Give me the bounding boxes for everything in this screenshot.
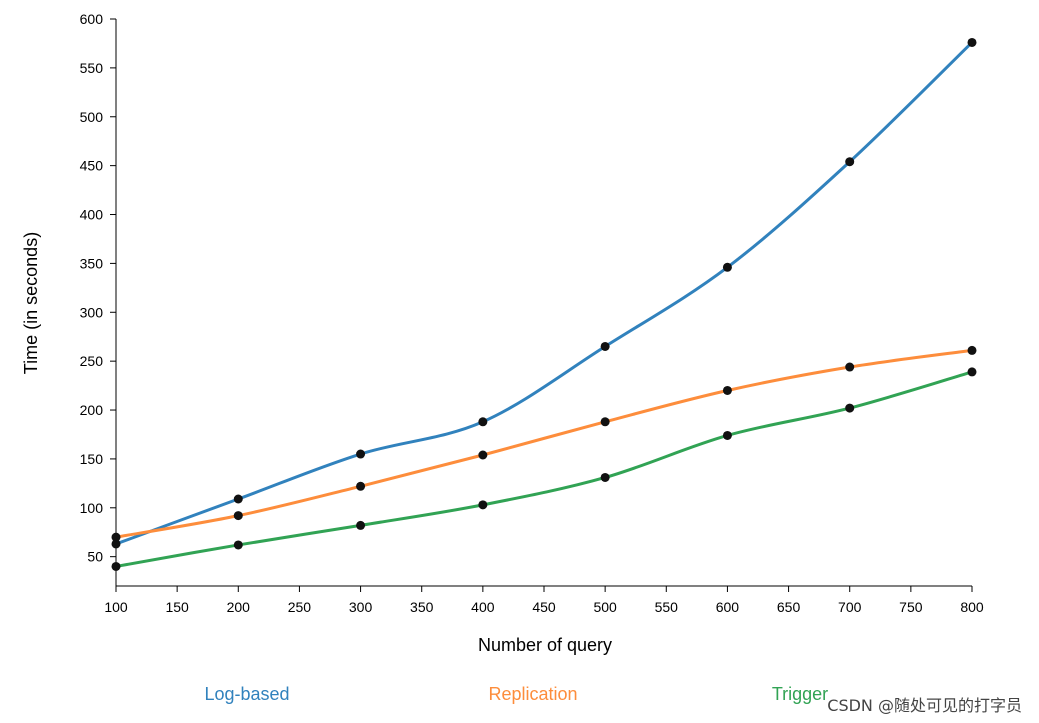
x-tick-label: 700 bbox=[838, 599, 862, 615]
data-point-replication bbox=[478, 450, 488, 460]
legend: Log-based Replication Trigger bbox=[204, 684, 828, 704]
data-point-replication bbox=[845, 362, 855, 372]
data-point-log-based bbox=[600, 341, 610, 351]
x-tick-label: 400 bbox=[471, 599, 495, 615]
data-point-trigger bbox=[478, 500, 488, 510]
y-tick-label: 500 bbox=[80, 109, 104, 125]
x-axis-title: Number of query bbox=[478, 635, 612, 655]
y-tick-label: 300 bbox=[80, 304, 104, 320]
data-point-replication bbox=[233, 511, 243, 521]
data-point-log-based bbox=[845, 157, 855, 167]
x-tick-label: 150 bbox=[165, 599, 189, 615]
y-tick-label: 600 bbox=[80, 11, 104, 27]
y-axis-ticks: 50 100 150 200 250 300 350 400 450 500 550 600 bbox=[80, 11, 116, 565]
data-point-trigger bbox=[845, 403, 855, 413]
data-point-trigger bbox=[600, 472, 610, 482]
y-tick-label: 450 bbox=[80, 158, 104, 174]
y-tick-label: 350 bbox=[80, 255, 104, 271]
data-point-log-based bbox=[967, 37, 977, 47]
x-tick-label: 650 bbox=[777, 599, 801, 615]
series-points bbox=[111, 37, 977, 571]
data-point-log-based bbox=[356, 449, 366, 459]
data-point-trigger bbox=[111, 561, 121, 571]
x-tick-label: 550 bbox=[655, 599, 679, 615]
legend-item-replication: Replication bbox=[488, 684, 577, 704]
y-tick-label: 200 bbox=[80, 402, 104, 418]
data-point-log-based bbox=[478, 417, 488, 427]
y-tick-label: 400 bbox=[80, 207, 104, 223]
y-tick-label: 150 bbox=[80, 451, 104, 467]
x-tick-label: 500 bbox=[593, 599, 617, 615]
x-tick-label: 800 bbox=[960, 599, 984, 615]
series-line-replication bbox=[114, 348, 974, 539]
y-axis-title: Time (in seconds) bbox=[21, 232, 41, 374]
series-line-trigger bbox=[114, 370, 974, 568]
legend-item-trigger: Trigger bbox=[772, 684, 828, 704]
watermark: CSDN @随处可见的打字员 bbox=[827, 696, 1022, 715]
data-point-replication bbox=[600, 417, 610, 427]
series-line-log-based bbox=[114, 40, 974, 546]
data-point-replication bbox=[111, 532, 121, 542]
data-point-replication bbox=[722, 385, 732, 395]
data-point-log-based bbox=[722, 262, 732, 272]
data-point-trigger bbox=[356, 520, 366, 530]
x-tick-label: 200 bbox=[227, 599, 251, 615]
data-point-trigger bbox=[967, 367, 977, 377]
x-tick-label: 100 bbox=[104, 599, 128, 615]
data-point-replication bbox=[356, 481, 366, 491]
series-lines bbox=[114, 40, 974, 568]
x-tick-label: 450 bbox=[532, 599, 556, 615]
data-point-log-based bbox=[111, 539, 121, 549]
x-tick-label: 600 bbox=[716, 599, 740, 615]
legend-item-log-based: Log-based bbox=[204, 684, 289, 704]
y-tick-label: 50 bbox=[87, 549, 103, 565]
x-tick-label: 300 bbox=[349, 599, 373, 615]
y-tick-label: 250 bbox=[80, 353, 104, 369]
data-point-log-based bbox=[233, 494, 243, 504]
data-point-trigger bbox=[233, 540, 243, 550]
x-tick-label: 250 bbox=[288, 599, 312, 615]
data-point-trigger bbox=[722, 430, 732, 440]
y-tick-label: 100 bbox=[80, 500, 104, 516]
data-point-replication bbox=[967, 345, 977, 355]
x-tick-label: 750 bbox=[899, 599, 923, 615]
y-tick-label: 550 bbox=[80, 60, 104, 76]
x-tick-label: 350 bbox=[410, 599, 434, 615]
x-axis-ticks: 100 150 200 250 300 350 400 450 500 550 600 650 700 7… bbox=[104, 586, 984, 615]
